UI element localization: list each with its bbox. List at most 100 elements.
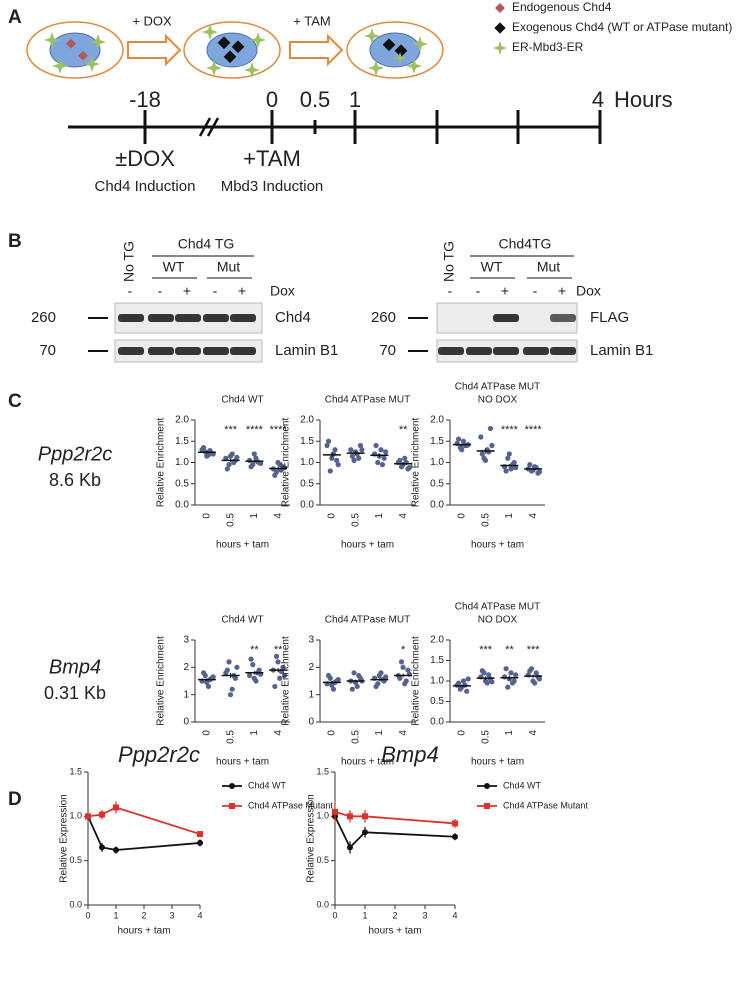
- x-tick-label: 0.5: [225, 513, 236, 527]
- point: [246, 457, 253, 463]
- mbd3-icon: [52, 58, 68, 74]
- mbd3-icon: [250, 32, 266, 48]
- chart-title: Chd4 ATPase MUT: [455, 602, 540, 613]
- point: [479, 668, 485, 674]
- nucleus: [369, 32, 421, 68]
- y-tick-label: 2: [183, 662, 189, 673]
- point: [229, 686, 235, 692]
- legend-swatch: [229, 803, 235, 809]
- arrow: [127, 33, 182, 67]
- x-tick-label: 0: [457, 513, 468, 519]
- point: [357, 442, 364, 449]
- point: [354, 683, 360, 690]
- point: [489, 442, 495, 449]
- point: [508, 466, 514, 472]
- y-tick-label: 0.5: [430, 478, 444, 489]
- band: [230, 347, 256, 355]
- point: [324, 442, 330, 449]
- exo-chd4: [231, 40, 245, 54]
- band: [148, 347, 174, 355]
- point: [332, 808, 338, 815]
- x-label: hours + tam: [117, 926, 170, 937]
- series-line: [87, 806, 201, 835]
- dox-sign: +: [183, 283, 191, 299]
- y-tick-label: 3: [183, 635, 189, 646]
- legend-marker: [493, 41, 507, 55]
- legend-text: Exogenous Chd4 (WT or ATPase mutant): [512, 20, 732, 34]
- point: [224, 466, 230, 472]
- mbd3-icon: [44, 32, 60, 48]
- y-tick-label: 1: [183, 689, 189, 700]
- x-label: hours + tam: [471, 540, 524, 551]
- significance: ****: [246, 424, 264, 436]
- point: [509, 680, 516, 686]
- point: [383, 449, 389, 455]
- point: [200, 670, 207, 676]
- point: [505, 455, 511, 461]
- band: [118, 347, 144, 355]
- dox-label: Dox: [576, 283, 601, 299]
- y-tick-label: 0.5: [316, 855, 329, 865]
- point: [406, 465, 413, 471]
- point: [85, 813, 91, 820]
- series-line: [87, 815, 201, 851]
- y-tick-label: 1.0: [430, 676, 444, 687]
- exo-chd4: [223, 50, 237, 64]
- significance: ****: [525, 424, 543, 436]
- point: [452, 833, 458, 840]
- band: [523, 347, 549, 355]
- event-caption: Mbd3 Induction: [221, 178, 324, 195]
- x-tick-label: 0.5: [225, 730, 236, 744]
- mbd3-icon: [406, 58, 422, 74]
- y-tick-label: 1: [308, 689, 314, 700]
- point: [378, 447, 384, 453]
- x-tick-label: 0.5: [480, 730, 491, 744]
- point: [489, 679, 495, 685]
- point: [506, 451, 512, 457]
- point: [383, 674, 389, 680]
- chart-title: Chd4 WT: [221, 615, 263, 626]
- significance: **: [505, 644, 514, 656]
- point: [375, 459, 381, 466]
- point: [113, 804, 119, 811]
- y-tick-label: 1.5: [316, 766, 329, 776]
- mbd3-icon: [84, 56, 100, 72]
- x-tick-label: 0: [202, 730, 213, 736]
- chart-title: Chd4 ATPase MUT: [455, 382, 540, 393]
- x-tick-label: 1: [249, 730, 260, 736]
- point: [246, 672, 253, 679]
- band: [203, 314, 229, 322]
- timeline-label: 4: [592, 87, 604, 112]
- x-tick-label: 2: [392, 910, 397, 920]
- x-label: hours + tam: [368, 926, 421, 937]
- point: [362, 813, 368, 820]
- legend-text: Chd4 WT: [248, 780, 287, 790]
- significance: ***: [527, 644, 541, 656]
- point: [482, 457, 489, 463]
- point: [527, 462, 533, 468]
- dox-sign: -: [128, 283, 133, 299]
- x-tick-label: 4: [452, 910, 457, 920]
- point: [356, 672, 362, 679]
- lane-header: WT: [481, 259, 503, 275]
- legend-text: Chd4 ATPase Mutant: [503, 800, 588, 810]
- x-tick-label: 0: [457, 730, 468, 736]
- region-label: 0.31 Kb: [44, 683, 106, 703]
- point: [335, 677, 341, 683]
- chart-title: NO DOX: [478, 395, 518, 406]
- significance: **: [274, 644, 283, 656]
- point: [99, 811, 105, 818]
- point: [99, 844, 105, 851]
- x-label: hours + tam: [341, 540, 394, 551]
- point: [280, 664, 286, 670]
- point: [223, 455, 229, 461]
- lane-header: Chd4 TG: [178, 236, 235, 252]
- y-label: Relative Enrichment: [156, 636, 167, 726]
- band: [230, 314, 256, 322]
- point: [227, 453, 234, 459]
- point: [530, 678, 536, 684]
- band: [148, 314, 174, 322]
- x-tick-label: 4: [398, 513, 409, 519]
- y-tick-label: 2.0: [430, 415, 444, 426]
- significance: ****: [270, 424, 288, 436]
